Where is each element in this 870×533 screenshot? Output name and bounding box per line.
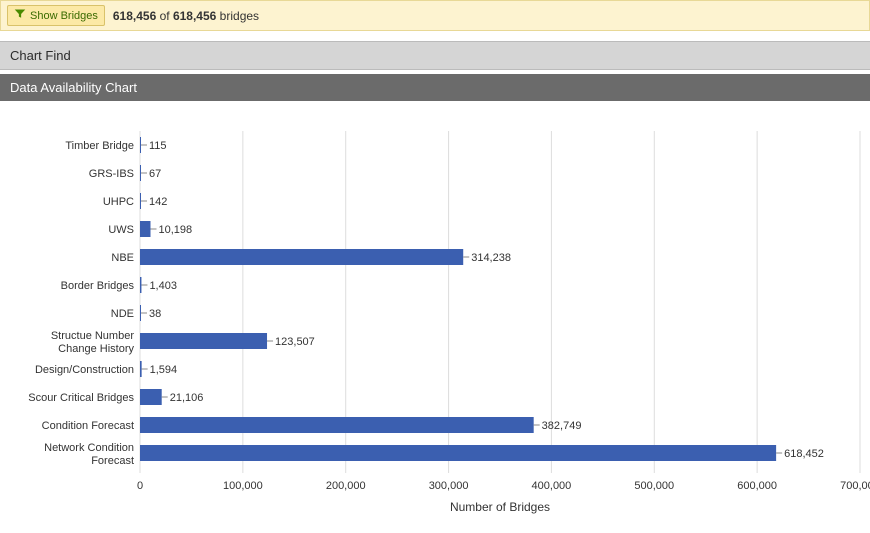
- svg-text:GRS-IBS: GRS-IBS: [89, 168, 134, 180]
- svg-text:UWS: UWS: [108, 224, 134, 236]
- filter-icon: [14, 8, 26, 23]
- svg-text:600,000: 600,000: [737, 480, 777, 492]
- bar: [140, 249, 463, 265]
- svg-text:1,594: 1,594: [150, 364, 178, 376]
- bar: [140, 221, 150, 237]
- svg-text:200,000: 200,000: [326, 480, 366, 492]
- svg-text:700,000: 700,000: [840, 480, 870, 492]
- svg-text:142: 142: [149, 196, 167, 208]
- svg-text:NBE: NBE: [111, 252, 134, 264]
- show-bridges-label: Show Bridges: [30, 10, 98, 22]
- svg-text:Structue Number: Structue Number: [51, 330, 134, 342]
- svg-text:10,198: 10,198: [158, 224, 192, 236]
- svg-text:38: 38: [149, 308, 161, 320]
- bar: [140, 389, 162, 405]
- top-bar: Show Bridges 618,456 of 618,456 bridges: [0, 0, 870, 31]
- svg-text:Network Condition: Network Condition: [44, 442, 134, 454]
- svg-text:Border Bridges: Border Bridges: [61, 280, 135, 292]
- bar: [140, 361, 142, 377]
- svg-text:67: 67: [149, 168, 161, 180]
- bar: [140, 445, 776, 461]
- data-availability-chart: 0 100,000 200,000 300,000 400,000 500,000 600,…: [0, 101, 870, 533]
- svg-text:500,000: 500,000: [634, 480, 674, 492]
- svg-text:382,749: 382,749: [542, 420, 582, 432]
- bar: [140, 165, 141, 181]
- svg-text:1,403: 1,403: [149, 280, 177, 292]
- svg-text:21,106: 21,106: [170, 392, 204, 404]
- svg-text:NDE: NDE: [111, 308, 134, 320]
- show-bridges-button[interactable]: Show Bridges: [7, 5, 105, 26]
- bar: [140, 193, 141, 209]
- bridge-count-current: 618,456: [113, 9, 156, 23]
- svg-text:100,000: 100,000: [223, 480, 263, 492]
- bar: [140, 137, 141, 153]
- svg-text:123,507: 123,507: [275, 336, 315, 348]
- svg-text:Number of Bridges: Number of Bridges: [450, 500, 550, 514]
- svg-text:Design/Construction: Design/Construction: [35, 364, 134, 376]
- svg-text:300,000: 300,000: [429, 480, 469, 492]
- chart-find-header[interactable]: Chart Find: [0, 41, 870, 70]
- svg-text:115: 115: [149, 140, 167, 152]
- svg-text:Forecast: Forecast: [91, 455, 134, 467]
- bar: [140, 277, 141, 293]
- svg-text:618,452: 618,452: [784, 448, 824, 460]
- bridge-count-total: 618,456: [173, 9, 216, 23]
- svg-text:UHPC: UHPC: [103, 196, 134, 208]
- bar: [140, 333, 267, 349]
- svg-text:Timber Bridge: Timber Bridge: [65, 140, 134, 152]
- bar: [140, 417, 534, 433]
- svg-text:314,238: 314,238: [471, 252, 511, 264]
- data-availability-header: Data Availability Chart: [0, 74, 870, 101]
- svg-text:400,000: 400,000: [532, 480, 572, 492]
- svg-text:Condition Forecast: Condition Forecast: [42, 420, 134, 432]
- bridge-count-text: 618,456 of 618,456 bridges: [113, 9, 259, 23]
- svg-text:Change History: Change History: [58, 343, 134, 355]
- bar: [140, 305, 141, 321]
- svg-text:0: 0: [137, 480, 143, 492]
- svg-text:Scour Critical Bridges: Scour Critical Bridges: [28, 392, 134, 404]
